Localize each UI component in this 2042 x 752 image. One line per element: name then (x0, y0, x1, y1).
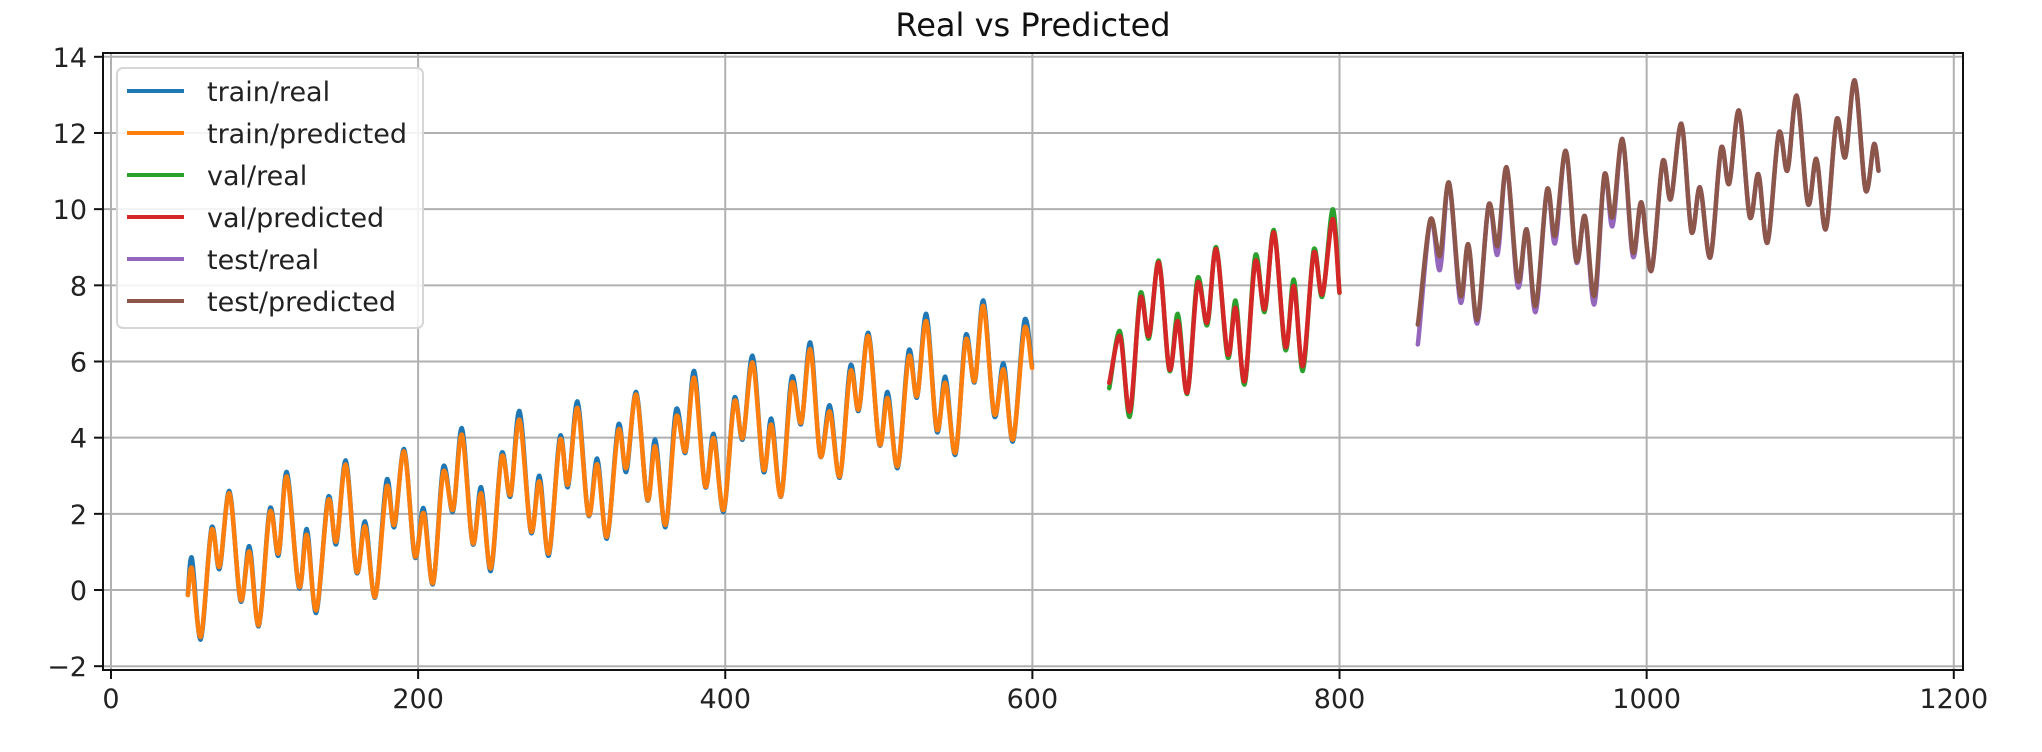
legend-label-val-predicted: val/predicted (207, 203, 384, 234)
x-tick-label: 200 (392, 684, 444, 715)
legend-label-test-real: test/real (207, 245, 319, 276)
y-tick-label: −2 (47, 652, 87, 683)
series-line-test-predicted (1415, 78, 1881, 327)
chart-title: Real vs Predicted (895, 6, 1170, 44)
legend-label-val-real: val/real (207, 161, 307, 192)
x-tick-label: 800 (1314, 684, 1366, 715)
legend-label-train-real: train/real (207, 77, 330, 108)
x-tick-label: 1200 (1919, 684, 1988, 715)
series-line-val-real (1106, 206, 1342, 419)
y-tick-label: 2 (70, 500, 87, 531)
x-tick-label: 400 (699, 684, 751, 715)
y-tick-label: 8 (70, 271, 87, 302)
series-lines (185, 78, 1881, 642)
x-tick-label: 1000 (1612, 684, 1681, 715)
grid-lines (103, 53, 1963, 670)
y-tick-label: 12 (53, 119, 87, 150)
y-tick-label: 0 (70, 576, 87, 607)
y-tick-label: 6 (70, 348, 87, 379)
series-line-val-predicted (1106, 216, 1342, 414)
axis-ticks: 0 200 400 600 800 1000 1200 −2 0 2 4 6 8 10 12 14 (47, 43, 1988, 715)
y-tick-label: 4 (70, 424, 87, 455)
legend-box (116, 67, 424, 329)
legend: train/real train/predicted val/real val/pre… (116, 67, 424, 329)
y-tick-label: 14 (53, 43, 87, 74)
x-tick-label: 600 (1007, 684, 1059, 715)
x-tick-label: 0 (102, 684, 119, 715)
series-line-train-predicted (185, 303, 1035, 640)
y-tick-label: 10 (53, 195, 87, 226)
legend-label-train-predicted: train/predicted (207, 119, 407, 150)
legend-label-test-predicted: test/predicted (207, 287, 396, 318)
